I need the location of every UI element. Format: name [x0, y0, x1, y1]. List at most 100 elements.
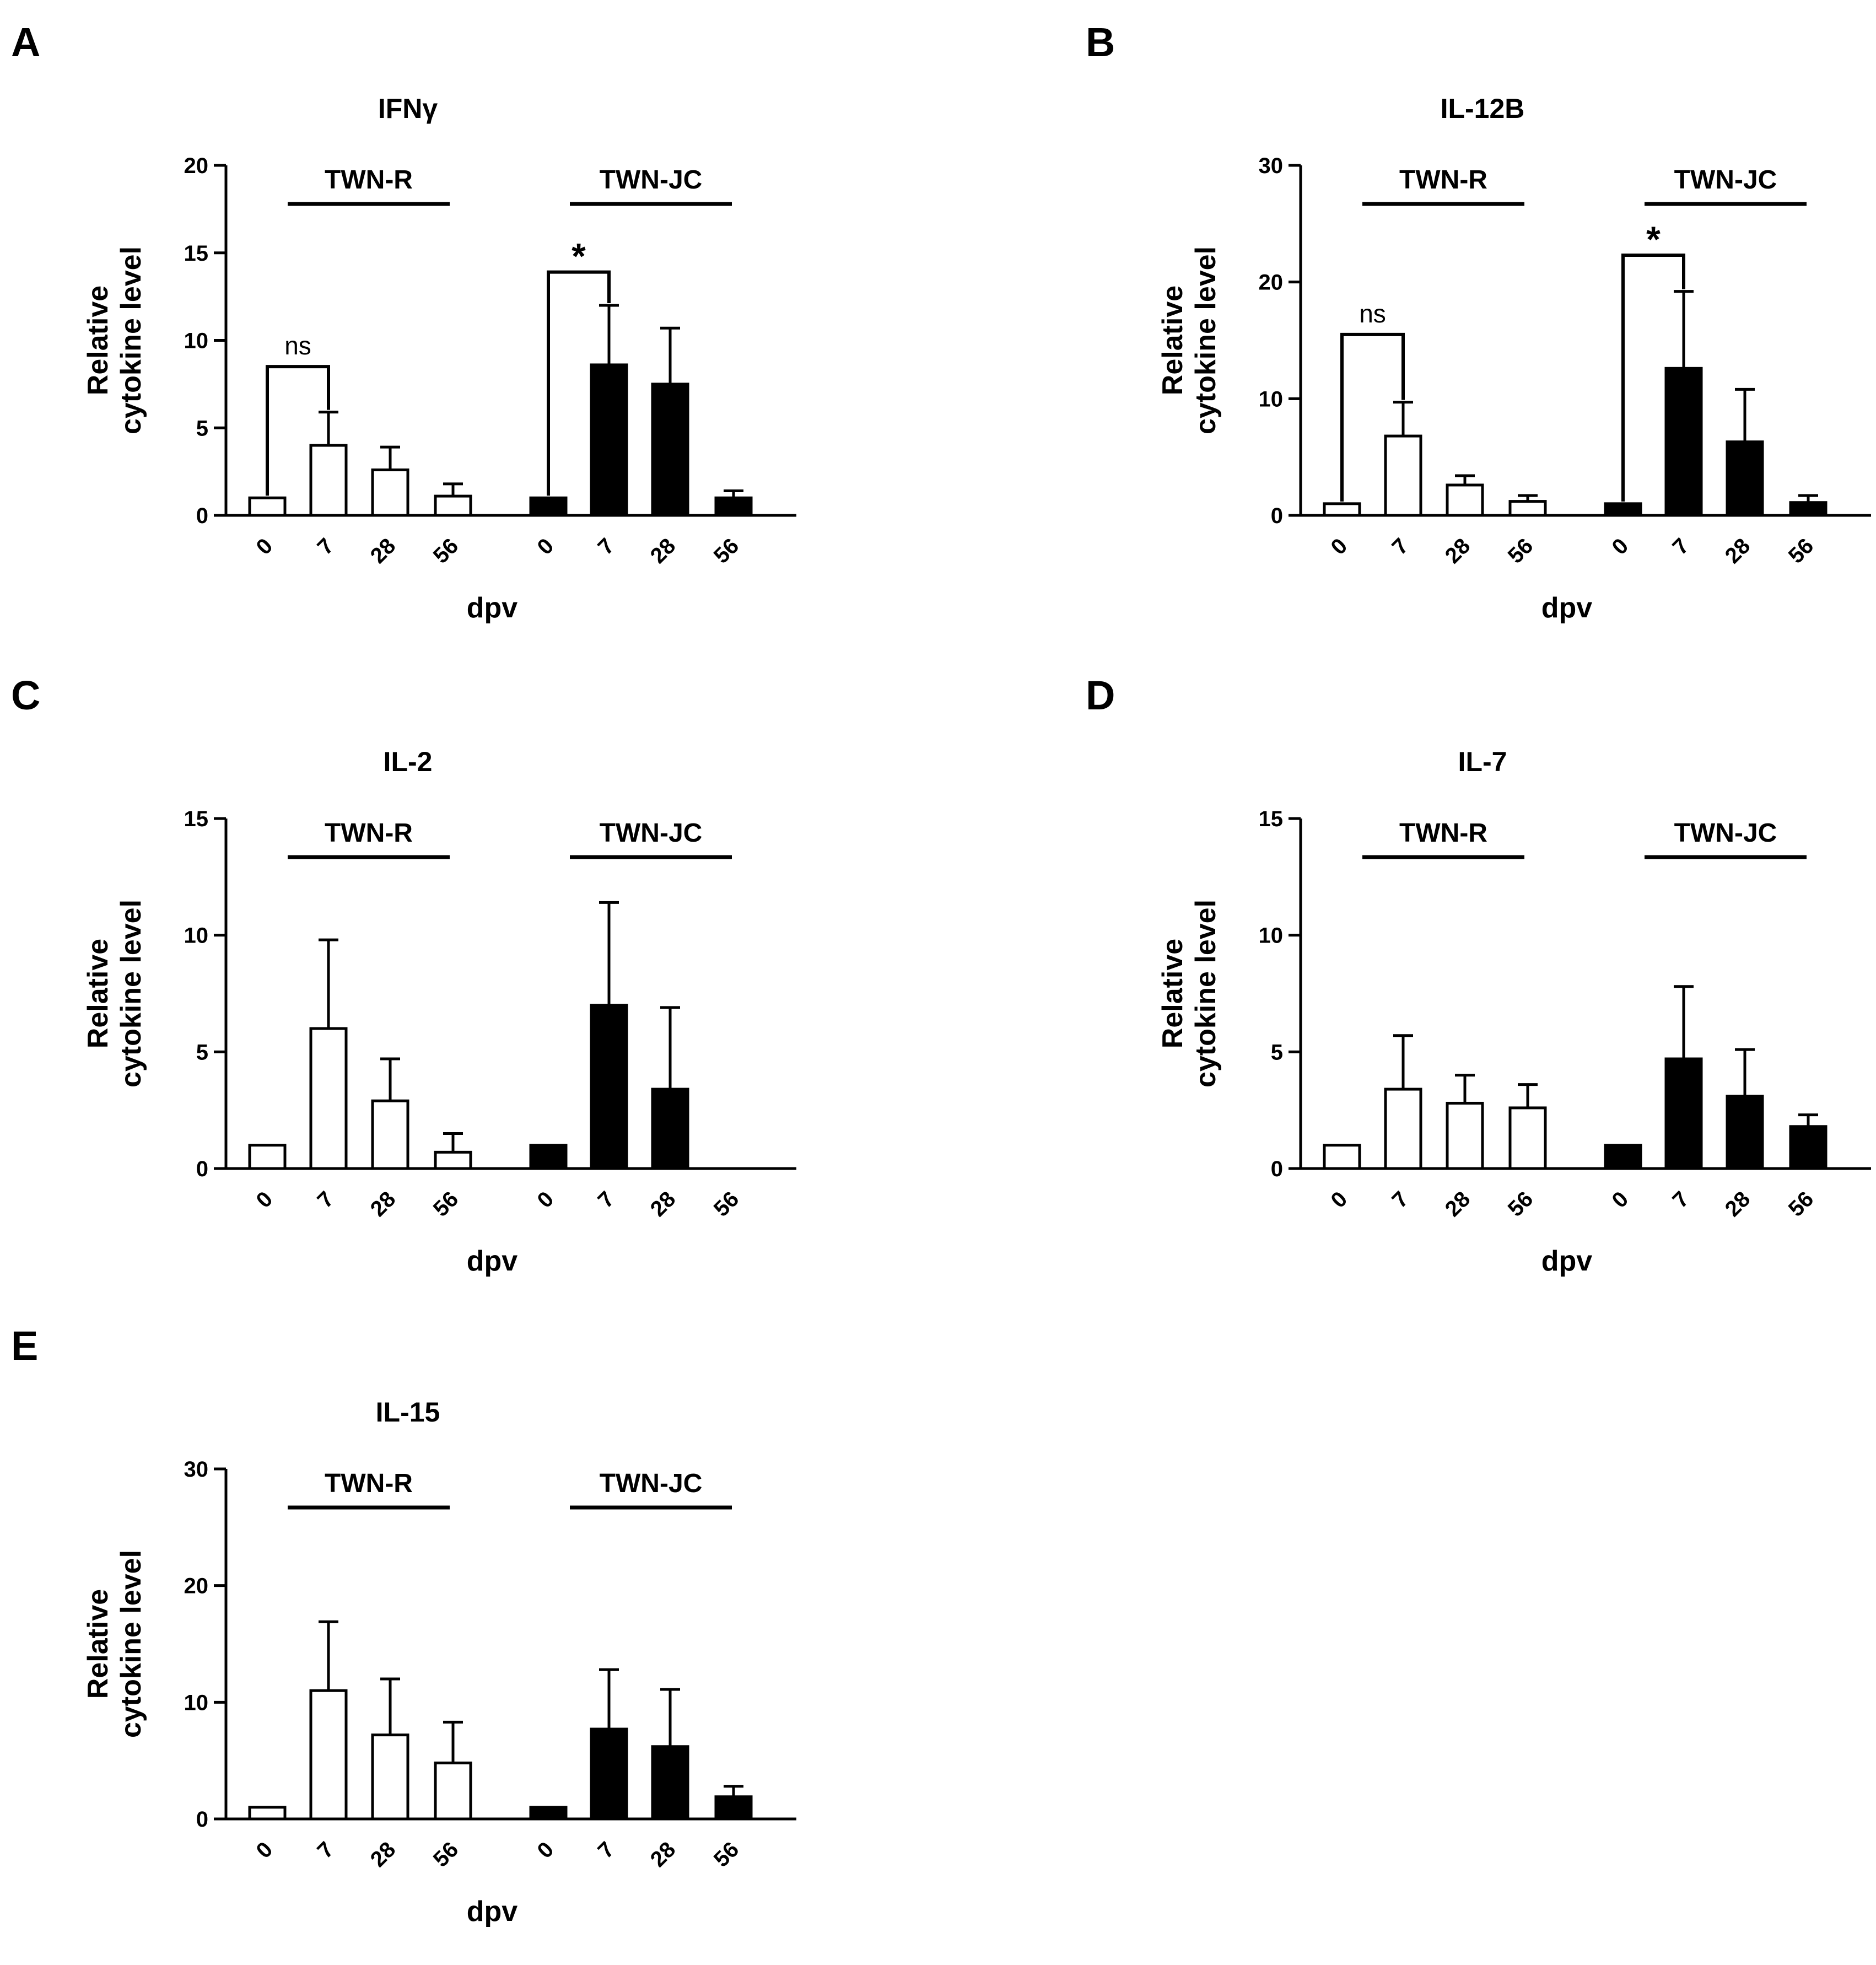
x-tick-label: 28 — [1441, 534, 1475, 568]
bar — [371, 468, 409, 517]
bar — [651, 1088, 689, 1170]
x-tick-label: 56 — [1784, 1187, 1819, 1221]
x-tick-label: 7 — [594, 534, 619, 559]
group-label: TWN-JC — [600, 1469, 703, 1498]
y-axis-title-line: Relative — [82, 939, 114, 1048]
bar — [529, 496, 568, 517]
bar — [1604, 1144, 1642, 1170]
y-tick-label: 20 — [1259, 271, 1284, 295]
y-axis-title-line: cytokine level — [1190, 900, 1222, 1088]
y-tick-label: 10 — [184, 924, 209, 948]
y-tick-label: 10 — [1259, 924, 1284, 948]
x-tick-label: 0 — [533, 1187, 559, 1213]
y-tick-label: 15 — [184, 807, 209, 831]
bar-chart: 0 10 20 30 Relativecytokine level dpv TWN-R 0 7 2… — [82, 1457, 796, 1928]
x-tick-label: 28 — [646, 1187, 681, 1221]
x-axis-title: dpv — [467, 592, 518, 624]
bar — [590, 363, 628, 517]
bar — [1323, 502, 1361, 517]
significance-label: ns — [1359, 299, 1386, 328]
y-axis-title-line: cytokine level — [115, 1550, 147, 1738]
bar — [1789, 501, 1828, 517]
bar — [371, 1099, 409, 1170]
chart-title: IFNγ — [378, 93, 438, 124]
x-tick-label: 7 — [1388, 1187, 1414, 1213]
x-tick-label: 0 — [252, 1187, 278, 1213]
bar — [1384, 434, 1422, 517]
bar — [1384, 1088, 1422, 1170]
bar — [434, 1761, 472, 1821]
bar — [1664, 367, 1703, 517]
y-axis-title-line: cytokine level — [115, 900, 147, 1088]
bar — [434, 1150, 472, 1170]
y-axis-title: Relativecytokine level — [82, 900, 147, 1088]
y-tick-label: 10 — [184, 1691, 209, 1715]
y-tick-label: 10 — [184, 329, 209, 353]
x-axis-title: dpv — [467, 1245, 518, 1277]
group-label: TWN-R — [325, 819, 413, 848]
y-tick-label: 30 — [184, 1457, 209, 1482]
bar — [1323, 1144, 1361, 1170]
bar — [309, 1689, 348, 1821]
bar — [1726, 440, 1764, 517]
bar — [1446, 1101, 1484, 1170]
bar — [1664, 1057, 1703, 1170]
bar — [434, 494, 472, 517]
bar — [590, 1727, 628, 1821]
x-tick-label: 56 — [1784, 534, 1819, 568]
bar — [529, 1144, 568, 1170]
group-label: TWN-R — [325, 165, 413, 195]
bar — [590, 1004, 628, 1170]
x-tick-label: 0 — [252, 1837, 278, 1863]
y-tick-label: 5 — [196, 416, 208, 440]
panel-d: D IL-7 0 5 10 15 Relativecytokine level dpv TW… — [1086, 675, 1876, 1315]
x-tick-label: 0 — [533, 1837, 559, 1863]
bar — [714, 496, 753, 517]
bar — [651, 1745, 689, 1821]
significance-label: * — [1646, 219, 1661, 260]
x-tick-label: 28 — [366, 1187, 401, 1221]
y-axis-title-line: Relative — [1157, 286, 1189, 395]
y-axis-title-line: Relative — [82, 1589, 114, 1699]
x-tick-label: 7 — [594, 1187, 619, 1213]
bar — [1446, 483, 1484, 517]
significance-bracket — [547, 270, 611, 496]
panel-a: A IFNγ 0 5 10 15 20 Relativecytokine level dpv… — [11, 22, 942, 661]
y-axis-title-line: cytokine level — [1190, 246, 1222, 434]
x-axis-title: dpv — [1541, 592, 1593, 624]
group-label: TWN-R — [1399, 819, 1487, 848]
x-tick-label: 56 — [709, 534, 744, 568]
x-tick-label: 0 — [1608, 534, 1634, 559]
x-tick-label: 56 — [1503, 1187, 1538, 1221]
x-tick-label: 28 — [366, 534, 401, 568]
chart-title: IL-7 — [1458, 746, 1507, 777]
bar — [1508, 500, 1547, 517]
bar-chart: 0 5 10 15 20 Relativecytokine level dpv TWN-R 0 7… — [82, 154, 796, 624]
y-tick-label: 0 — [196, 1807, 208, 1832]
x-tick-label: 7 — [313, 1837, 339, 1863]
panel-label: D — [1086, 672, 1115, 718]
panel-label: C — [11, 672, 41, 718]
bar — [651, 383, 689, 517]
x-tick-label: 7 — [1388, 534, 1414, 559]
bar-chart: 0 10 20 30 Relativecytokine level dpv TWN-R 0 7 2… — [1157, 154, 1871, 624]
bar — [529, 1806, 568, 1821]
group-label: TWN-JC — [600, 819, 703, 848]
bar-chart: 0 5 10 15 Relativecytokine level dpv TWN-R 0 7 28… — [82, 807, 796, 1277]
y-axis-title: Relativecytokine level — [82, 1550, 147, 1738]
x-tick-label: 28 — [1721, 534, 1755, 568]
x-tick-label: 28 — [646, 1837, 681, 1872]
y-tick-label: 15 — [184, 241, 209, 266]
y-tick-label: 0 — [196, 504, 208, 528]
y-axis-title-line: Relative — [1157, 939, 1189, 1048]
significance-bracket — [1621, 253, 1685, 502]
x-tick-label: 56 — [429, 1187, 463, 1221]
x-tick-label: 0 — [252, 534, 278, 559]
significance-bracket — [266, 365, 330, 496]
x-tick-label: 0 — [1327, 534, 1352, 559]
panel-label: E — [11, 1323, 39, 1369]
y-tick-label: 10 — [1259, 387, 1284, 411]
y-tick-label: 5 — [196, 1040, 208, 1064]
chart-title: IL-15 — [375, 1397, 440, 1428]
bar — [1789, 1125, 1828, 1170]
